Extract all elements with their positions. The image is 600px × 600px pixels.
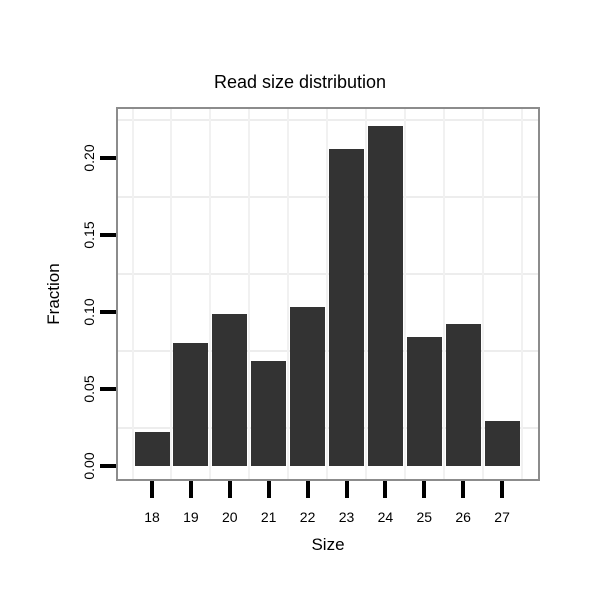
v-gridline [326,109,329,479]
v-gridline [403,109,406,479]
y-axis-title: Fraction [44,263,63,325]
x-tick [227,481,232,498]
bar-size-26 [445,324,481,466]
x-axis-title: Size [311,535,345,554]
y-tick-label: 0.10 [81,298,97,326]
bar-size-21 [251,361,287,466]
x-tick-label: 20 [222,509,238,525]
x-tick [422,481,427,498]
x-tick [344,481,349,498]
x-tick-label: 25 [416,509,433,525]
x-tick [305,481,310,498]
x-tick-label: 22 [299,509,316,525]
v-gridline [170,109,173,479]
v-gridline [248,109,251,479]
bar-size-20 [212,313,248,466]
v-gridline [520,109,523,479]
y-tick [100,464,116,468]
chart-title: Read size distribution [213,72,387,92]
y-tick-label: 0.15 [81,221,97,249]
v-gridline [442,109,445,479]
v-gridline [131,109,134,479]
bar-size-19 [173,342,209,466]
y-tick [100,387,116,391]
plot-panel [116,107,540,481]
bar-size-23 [329,148,364,466]
x-tick-label: 24 [377,509,394,525]
y-tick-label: 0.20 [81,144,97,172]
v-gridline [209,109,212,479]
x-tick-label: 27 [494,509,510,525]
bar-size-25 [406,336,442,466]
x-tick [500,481,505,498]
x-tick-label: 21 [260,509,277,525]
x-tick-label: 23 [338,509,355,525]
x-tick [461,481,466,498]
y-tick-label: 0.05 [81,375,97,403]
y-tick-label: 0.00 [81,452,97,480]
x-tick [188,481,193,498]
x-tick [150,481,154,498]
v-gridline [481,109,484,479]
bar-size-18 [134,432,170,466]
x-tick-label: 18 [144,509,160,525]
bar-size-24 [367,125,403,466]
y-tick [100,156,116,160]
y-tick [100,233,116,237]
v-gridline [364,109,367,479]
v-gridline [287,109,290,479]
x-tick-label: 26 [455,509,471,525]
x-tick [383,481,388,498]
bar-size-22 [290,307,326,466]
x-tick-label: 19 [183,509,199,525]
y-tick [100,310,116,314]
x-tick [266,481,271,498]
bar-size-27 [484,421,520,466]
